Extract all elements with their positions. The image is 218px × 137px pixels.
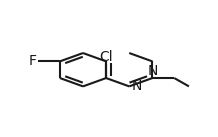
Text: Cl: Cl	[99, 50, 113, 64]
Text: F: F	[28, 54, 36, 68]
Text: N: N	[148, 64, 158, 78]
Text: N: N	[132, 79, 142, 93]
